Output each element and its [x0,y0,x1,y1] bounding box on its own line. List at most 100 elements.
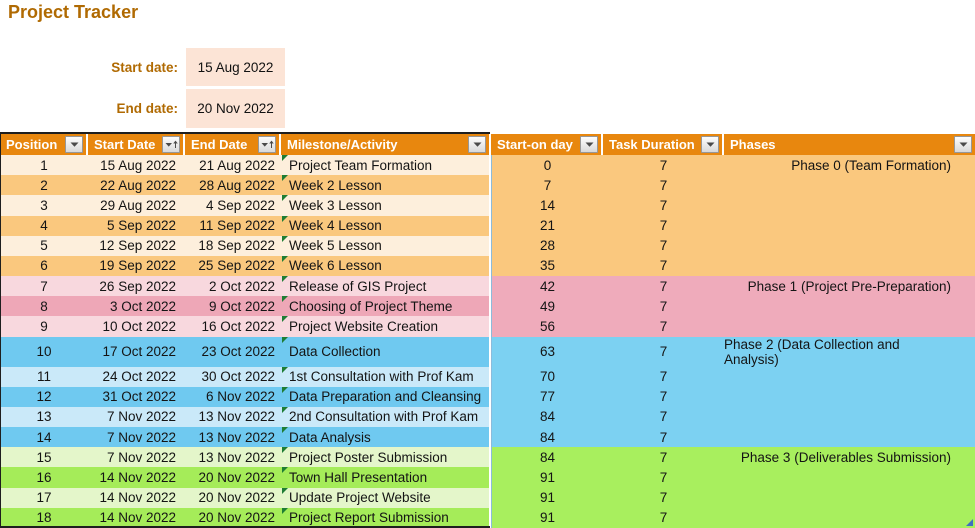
cell-end-date[interactable]: 6 Nov 2022 [185,386,281,407]
cell-start-on-day[interactable]: 21 [491,215,603,236]
cell-end-date[interactable]: 4 Sep 2022 [185,195,281,216]
cell-start-date[interactable]: 3 Oct 2022 [88,296,185,317]
cell-start-date[interactable]: 5 Sep 2022 [88,215,185,236]
cell-task-duration[interactable]: 7 [603,215,724,236]
cell-position[interactable]: 16 [0,467,88,488]
cell-phase[interactable] [724,366,975,387]
cell-start-on-day[interactable]: 91 [491,487,603,508]
cell-start-on-day[interactable]: 56 [491,316,603,337]
cell-position[interactable]: 7 [0,276,88,297]
cell-position[interactable]: 18 [0,507,88,528]
cell-task-duration[interactable]: 7 [603,447,724,468]
cell-phase[interactable] [724,255,975,277]
cell-start-date[interactable]: 17 Oct 2022 [88,336,185,367]
cell-start-date[interactable]: 7 Nov 2022 [88,447,185,468]
cell-position[interactable]: 3 [0,195,88,216]
cell-end-date[interactable]: 20 Nov 2022 [185,487,281,508]
cell-task-duration[interactable]: 7 [603,406,724,428]
cell-task-duration[interactable]: 7 [603,507,724,528]
cell-milestone[interactable]: Week 2 Lesson [281,175,489,196]
cell-start-date[interactable]: 26 Sep 2022 [88,276,185,297]
filter-sort-asc-icon[interactable] [162,136,180,153]
cell-start-date[interactable]: 7 Nov 2022 [88,427,185,448]
cell-end-date[interactable]: 30 Oct 2022 [185,366,281,387]
cell-phase[interactable] [724,467,975,488]
cell-milestone[interactable]: 1st Consultation with Prof Kam [281,366,489,387]
cell-task-duration[interactable]: 7 [603,366,724,387]
cell-start-date[interactable]: 7 Nov 2022 [88,406,185,428]
column-header-position[interactable]: Position [0,134,88,155]
cell-position[interactable]: 13 [0,406,88,428]
table-resize-handle[interactable] [966,519,973,526]
cell-task-duration[interactable]: 7 [603,195,724,216]
cell-start-date[interactable]: 15 Aug 2022 [88,155,185,176]
column-header-milestone[interactable]: Milestone/Activity [281,134,489,155]
cell-task-duration[interactable]: 7 [603,175,724,196]
cell-milestone[interactable]: Week 6 Lesson [281,255,489,277]
cell-end-date[interactable]: 11 Sep 2022 [185,215,281,236]
cell-phase[interactable]: Phase 0 (Team Formation) [724,155,975,176]
cell-start-on-day[interactable]: 84 [491,427,603,448]
cell-position[interactable]: 12 [0,386,88,407]
cell-position[interactable]: 17 [0,487,88,508]
cell-end-date[interactable]: 28 Aug 2022 [185,175,281,196]
column-header-phases[interactable]: Phases [724,134,975,155]
cell-position[interactable]: 15 [0,447,88,468]
cell-position[interactable]: 8 [0,296,88,317]
cell-start-date[interactable]: 14 Nov 2022 [88,507,185,528]
cell-milestone[interactable]: Data Preparation and Cleansing [281,386,489,407]
filter-sort-asc-icon[interactable] [258,136,276,153]
cell-start-on-day[interactable]: 0 [491,155,603,176]
end-date-value-cell[interactable]: 20 Nov 2022 [186,89,285,128]
cell-phase[interactable]: Phase 3 (Deliverables Submission) [724,447,975,468]
cell-position[interactable]: 2 [0,175,88,196]
cell-phase[interactable] [724,316,975,337]
cell-phase[interactable] [724,386,975,407]
cell-position[interactable]: 10 [0,336,88,367]
cell-end-date[interactable]: 13 Nov 2022 [185,406,281,428]
cell-end-date[interactable]: 13 Nov 2022 [185,427,281,448]
cell-phase[interactable] [724,175,975,196]
cell-phase[interactable]: Phase 2 (Data Collection and Analysis) [724,336,975,367]
cell-task-duration[interactable]: 7 [603,235,724,256]
cell-end-date[interactable]: 2 Oct 2022 [185,276,281,297]
cell-phase[interactable] [724,195,975,216]
cell-end-date[interactable]: 20 Nov 2022 [185,467,281,488]
cell-start-on-day[interactable]: 63 [491,336,603,367]
cell-task-duration[interactable]: 7 [603,155,724,176]
cell-end-date[interactable]: 23 Oct 2022 [185,336,281,367]
cell-position[interactable]: 1 [0,155,88,176]
cell-start-date[interactable]: 29 Aug 2022 [88,195,185,216]
cell-start-on-day[interactable]: 77 [491,386,603,407]
cell-start-on-day[interactable]: 91 [491,507,603,528]
filter-icon[interactable] [65,136,83,153]
cell-start-date[interactable]: 24 Oct 2022 [88,366,185,387]
cell-phase[interactable]: Phase 1 (Project Pre-Preparation) [724,276,975,297]
cell-task-duration[interactable]: 7 [603,427,724,448]
cell-milestone[interactable]: Project Report Submission [281,507,489,528]
cell-milestone[interactable]: Project Team Formation [281,155,489,176]
cell-start-on-day[interactable]: 49 [491,296,603,317]
cell-task-duration[interactable]: 7 [603,487,724,508]
cell-phase[interactable] [724,507,975,528]
cell-start-date[interactable]: 14 Nov 2022 [88,467,185,488]
cell-milestone[interactable]: Project Poster Submission [281,447,489,468]
column-header-end-date[interactable]: End Date [185,134,281,155]
cell-milestone[interactable]: Week 5 Lesson [281,235,489,256]
column-header-start-date[interactable]: Start Date [88,134,185,155]
cell-task-duration[interactable]: 7 [603,255,724,277]
start-date-value-cell[interactable]: 15 Aug 2022 [186,48,285,86]
cell-phase[interactable] [724,215,975,236]
cell-position[interactable]: 11 [0,366,88,387]
cell-milestone[interactable]: 2nd Consultation with Prof Kam [281,406,489,428]
cell-start-date[interactable]: 22 Aug 2022 [88,175,185,196]
cell-task-duration[interactable]: 7 [603,276,724,297]
cell-phase[interactable] [724,406,975,428]
cell-position[interactable]: 9 [0,316,88,337]
cell-position[interactable]: 6 [0,255,88,277]
cell-milestone[interactable]: Data Analysis [281,427,489,448]
cell-start-on-day[interactable]: 35 [491,255,603,277]
cell-task-duration[interactable]: 7 [603,296,724,317]
cell-position[interactable]: 14 [0,427,88,448]
cell-milestone[interactable]: Project Website Creation [281,316,489,337]
